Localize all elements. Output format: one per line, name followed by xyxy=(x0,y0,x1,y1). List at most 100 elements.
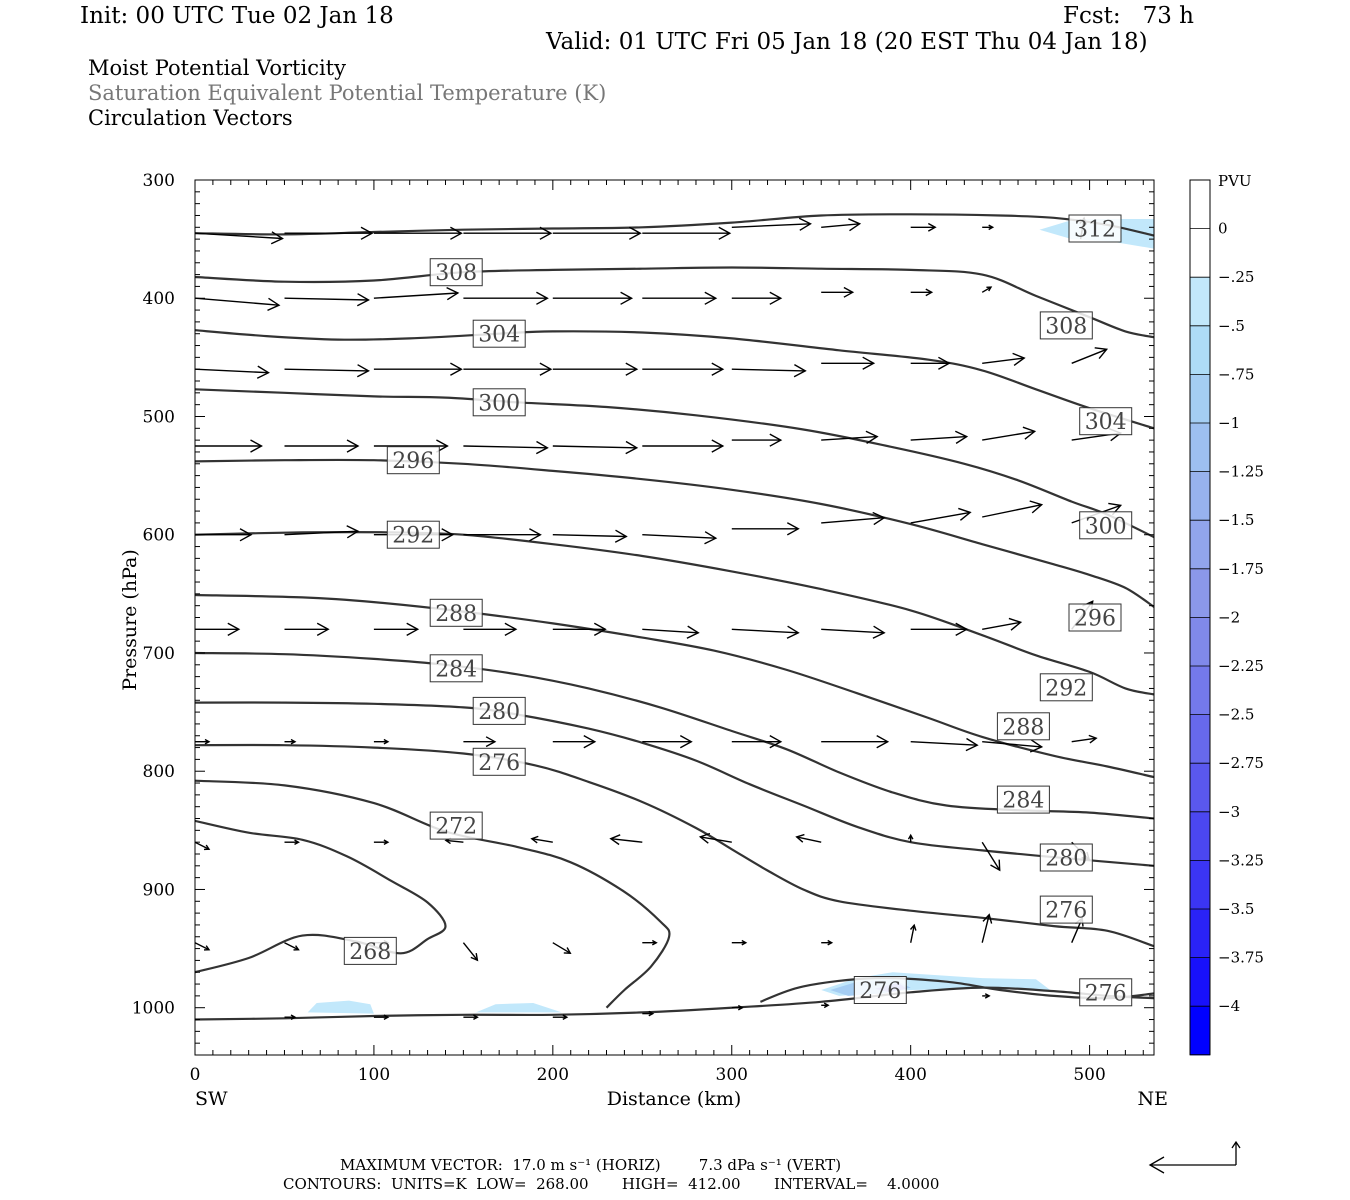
contour-label-box xyxy=(429,811,483,840)
vector-head xyxy=(450,226,463,240)
y-tick-label: 300 xyxy=(143,171,175,191)
circulation-vector xyxy=(910,430,969,444)
vector-head xyxy=(383,1014,390,1021)
colorbar-label: −3.5 xyxy=(1218,900,1254,918)
circulation-vector xyxy=(731,217,812,231)
theta-contour-272 xyxy=(195,779,671,1009)
contour-label-box xyxy=(343,936,397,965)
circulation-vector xyxy=(284,942,300,951)
vector-head xyxy=(256,365,270,379)
contour-label-276: 276 xyxy=(1085,981,1127,1006)
title-field-1: Moist Potential Vorticity xyxy=(88,56,346,80)
colorbar-swatch xyxy=(1190,909,1210,959)
circulation-vector xyxy=(284,226,374,240)
vector-shaft xyxy=(821,628,885,634)
theta-contour-layer xyxy=(195,213,1154,1021)
vector-shaft xyxy=(284,297,369,301)
contour-label-box xyxy=(1068,603,1122,632)
colorbar-swatch xyxy=(1190,714,1210,764)
circulation-vector xyxy=(981,286,993,293)
colorbar-swatch xyxy=(1190,860,1210,910)
contour-label-272: 272 xyxy=(435,815,477,840)
circulation-vector xyxy=(981,913,993,943)
vector-head xyxy=(704,291,718,305)
colorbar-swatch xyxy=(1190,228,1210,278)
vector-head xyxy=(1008,617,1023,631)
vector-head xyxy=(1029,739,1044,753)
vector-shaft xyxy=(462,942,478,961)
circulation-vector xyxy=(642,625,700,639)
circulation-vector xyxy=(731,734,783,749)
vector-head xyxy=(907,833,914,840)
contour-label-308: 308 xyxy=(435,261,477,286)
vector-head xyxy=(909,923,917,931)
vector-head xyxy=(583,734,597,749)
contour-label-284: 284 xyxy=(1002,789,1044,814)
vector-shaft xyxy=(982,621,1021,630)
vector-shaft xyxy=(982,504,1042,518)
circulation-vector xyxy=(982,739,1044,753)
x-tick-label: 200 xyxy=(537,1065,569,1085)
contour-label-308: 308 xyxy=(1045,314,1087,339)
circulation-vector xyxy=(982,426,1037,441)
y-tick-label: 800 xyxy=(143,762,175,782)
vector-head xyxy=(872,511,886,526)
contour-label-box xyxy=(1039,895,1093,924)
circulation-vector xyxy=(731,291,783,305)
colorbar-label: −3 xyxy=(1218,803,1240,821)
circulation-vector xyxy=(552,362,639,376)
vector-head xyxy=(843,286,855,298)
vector-head xyxy=(848,218,862,232)
contour-label-304: 304 xyxy=(1085,410,1127,435)
y-tick-label: 700 xyxy=(143,644,175,664)
y-axis-title: Pressure (hPa) xyxy=(119,549,141,691)
vector-head xyxy=(470,952,479,962)
vector-shaft xyxy=(531,838,553,843)
vector-shaft xyxy=(982,357,1025,364)
circulation-vector xyxy=(284,439,360,453)
colorbar-swatch xyxy=(1190,568,1210,618)
circulation-vector xyxy=(463,1014,479,1021)
pv-shade-region xyxy=(475,1003,562,1013)
contour-label-box xyxy=(1079,978,1133,1007)
y-tick-label: 500 xyxy=(143,407,175,427)
colorbar-title: PVU xyxy=(1218,172,1252,190)
contour-label-276: 276 xyxy=(1045,899,1087,924)
circulation-vector xyxy=(1071,347,1109,364)
circulation-vector xyxy=(195,439,263,453)
colorbar-swatch xyxy=(1190,374,1210,424)
circulation-vector xyxy=(821,218,862,232)
vector-head xyxy=(704,531,718,545)
vector-shaft xyxy=(821,435,878,441)
circulation-vector xyxy=(373,622,420,637)
circulation-vector xyxy=(373,1014,390,1021)
x-tick-label: 100 xyxy=(358,1065,390,1085)
contour-label-box xyxy=(853,976,907,1004)
theta-contour-304 xyxy=(195,329,1154,430)
vector-head xyxy=(990,859,1001,872)
colorbar-label: −1 xyxy=(1218,414,1240,432)
colorbar-swatch xyxy=(1190,325,1210,375)
contour-label-280: 280 xyxy=(1045,847,1087,872)
vector-head xyxy=(563,947,572,954)
contour-label-312: 312 xyxy=(1074,218,1116,243)
vector-head xyxy=(227,622,241,637)
circulation-vector xyxy=(731,433,783,447)
colorbar-label: −2.5 xyxy=(1218,706,1254,724)
vector-head xyxy=(1094,347,1109,360)
circulation-vector xyxy=(731,1004,744,1011)
colorbar-swatch xyxy=(1190,811,1210,861)
circulation-vector xyxy=(731,522,800,536)
circulation-vector-layer xyxy=(195,216,1123,1021)
contour-label-268: 268 xyxy=(349,940,391,965)
vector-head xyxy=(529,528,542,542)
circulation-vector xyxy=(195,841,211,851)
circulation-vector xyxy=(552,1014,569,1021)
circulation-vector xyxy=(284,622,330,637)
circulation-vector xyxy=(373,362,463,376)
vector-head xyxy=(872,625,886,639)
circulation-vector xyxy=(373,839,390,846)
circulation-vector xyxy=(910,288,934,297)
vector-head xyxy=(383,839,390,846)
vector-head xyxy=(686,625,700,639)
